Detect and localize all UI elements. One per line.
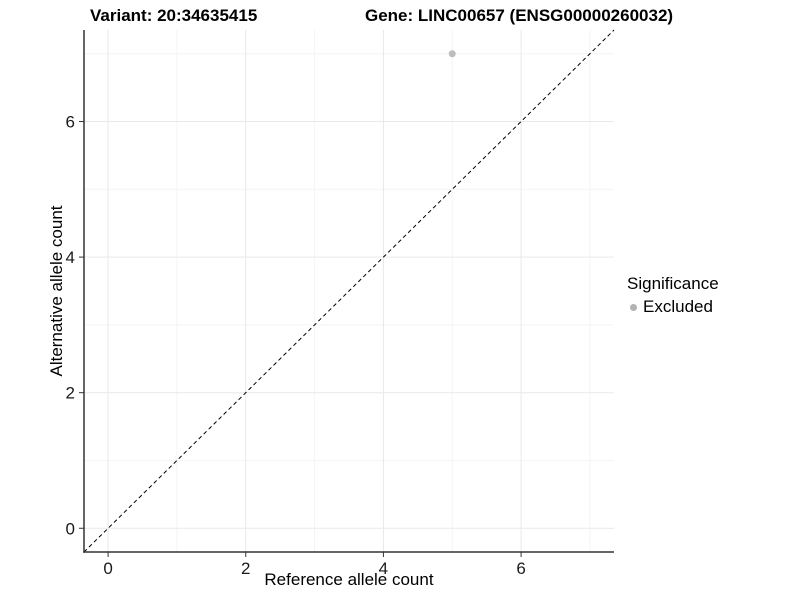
plot-title-gene: Gene: LINC00657 (ENSG00000260032) [365,6,674,25]
legend-point-icon [630,303,637,311]
x-axis-title: Reference allele count [264,570,434,589]
y-tick-label: 6 [66,113,75,132]
legend-title: Significance [627,274,719,293]
y-axis-title: Alternative allele count [47,205,66,377]
y-tick-label: 2 [66,384,75,403]
identity-reference-line [83,29,615,553]
y-tick-label: 4 [66,248,75,267]
y-tick-label: 0 [66,519,75,538]
x-tick-label: 6 [516,559,525,578]
x-tick-label: 2 [241,559,250,578]
legend-entry-excluded: Excluded [627,297,719,317]
legend-entry-label: Excluded [643,297,713,316]
x-tick-label: 4 [379,559,388,578]
x-tick-label: 0 [103,559,112,578]
data-point [448,50,456,58]
legend: Significance Excluded [627,274,719,317]
plot-title-variant: Variant: 20:34635415 [90,6,258,25]
